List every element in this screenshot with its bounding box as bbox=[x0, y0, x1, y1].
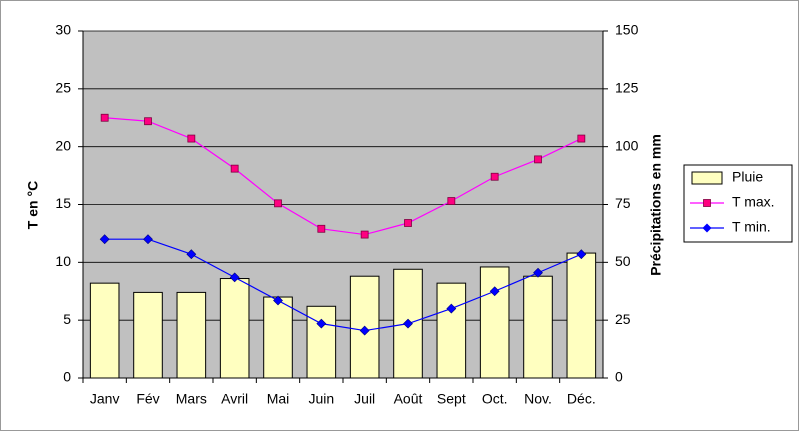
marker bbox=[577, 134, 586, 143]
bar bbox=[479, 266, 510, 379]
marker bbox=[274, 199, 282, 208]
y-tick-label: 15 bbox=[55, 195, 71, 211]
x-tick-label: Mars bbox=[176, 391, 207, 407]
y-tick-label: 20 bbox=[55, 137, 71, 153]
marker bbox=[576, 249, 587, 260]
marker bbox=[100, 113, 109, 122]
y-axis-title: T en °C bbox=[25, 181, 41, 229]
marker bbox=[229, 272, 240, 283]
marker bbox=[359, 325, 370, 336]
y2-tick-label: 125 bbox=[615, 80, 639, 96]
marker bbox=[534, 155, 542, 164]
x-tick-label: Mai bbox=[267, 391, 290, 407]
x-tick-label: Sept bbox=[437, 391, 466, 407]
marker bbox=[533, 267, 543, 278]
marker bbox=[316, 318, 327, 329]
x-tick-label: Juin bbox=[308, 391, 334, 407]
bar bbox=[263, 296, 293, 379]
marker bbox=[490, 172, 499, 181]
y2-axis-title: Précipitations en mm bbox=[648, 134, 664, 276]
bar bbox=[133, 291, 163, 379]
y-tick-label: 0 bbox=[63, 369, 71, 385]
legend-label: Pluie bbox=[732, 169, 763, 185]
y2-tick-label: 50 bbox=[615, 253, 631, 269]
legend-marker bbox=[703, 199, 711, 207]
y2-tick-label: 25 bbox=[615, 311, 631, 327]
x-tick-label: Avril bbox=[221, 391, 248, 407]
x-tick-label: Oct. bbox=[482, 391, 508, 407]
y2-tick-label: 75 bbox=[615, 195, 631, 211]
legend-swatch bbox=[691, 171, 723, 185]
marker bbox=[446, 303, 457, 314]
legend-marker bbox=[702, 223, 712, 233]
marker bbox=[317, 224, 326, 233]
x-tick-label: Juil bbox=[354, 391, 375, 407]
bar bbox=[176, 291, 207, 379]
bar bbox=[219, 278, 250, 379]
marker bbox=[360, 230, 369, 239]
y-tick-label: 30 bbox=[55, 22, 71, 38]
marker bbox=[143, 234, 153, 245]
marker bbox=[230, 164, 239, 173]
marker bbox=[187, 134, 196, 143]
x-tick-label: Août bbox=[394, 391, 423, 407]
bar bbox=[89, 282, 120, 379]
marker bbox=[489, 286, 500, 297]
y-tick-label: 25 bbox=[55, 80, 71, 96]
marker bbox=[404, 219, 412, 227]
x-tick-label: Fév bbox=[136, 391, 159, 407]
y2-tick-label: 150 bbox=[615, 22, 639, 38]
bar bbox=[306, 305, 337, 379]
legend-label: T min. bbox=[732, 219, 771, 235]
x-tick-label: Nov. bbox=[524, 391, 552, 407]
bar bbox=[523, 275, 553, 379]
line bbox=[104, 238, 582, 332]
marker bbox=[186, 249, 197, 260]
line bbox=[104, 117, 582, 236]
y2-tick-label: 0 bbox=[615, 369, 623, 385]
bar bbox=[566, 252, 597, 379]
marker bbox=[273, 295, 283, 306]
marker bbox=[447, 197, 456, 205]
legend-label: T max. bbox=[732, 194, 775, 210]
y-tick-label: 5 bbox=[63, 311, 71, 327]
marker bbox=[144, 117, 152, 126]
y2-tick-label: 100 bbox=[615, 137, 639, 153]
x-tick-label: Janv bbox=[90, 391, 120, 407]
bar bbox=[436, 282, 467, 379]
marker bbox=[403, 318, 413, 329]
y-tick-label: 10 bbox=[55, 253, 71, 269]
x-tick-label: Déc. bbox=[567, 391, 596, 407]
marker bbox=[99, 234, 110, 245]
